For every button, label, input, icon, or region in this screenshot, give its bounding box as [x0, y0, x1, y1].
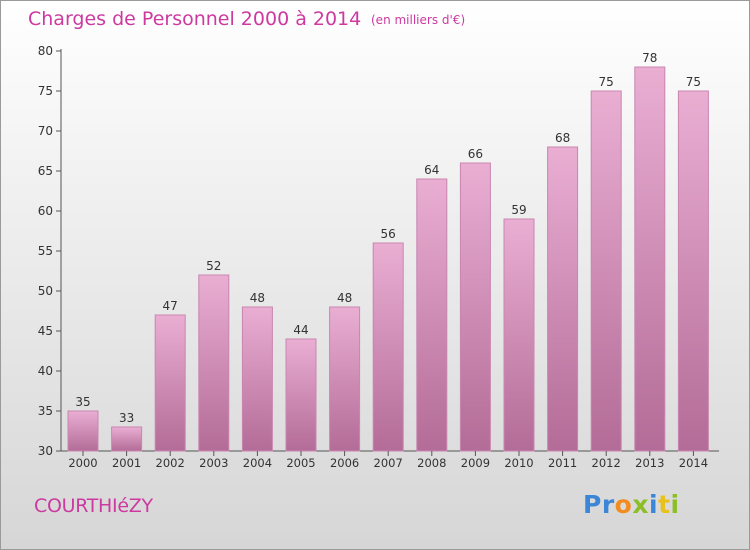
bar [547, 146, 579, 452]
y-tick-label: 75 [38, 84, 53, 98]
x-tick-label: 2010 [504, 456, 533, 470]
logo-letter: r [601, 490, 615, 519]
logo-letter: o [614, 490, 633, 519]
bar-value-label: 33 [119, 411, 134, 425]
logo-letter: x [632, 490, 649, 519]
x-tick-label: 2013 [635, 456, 664, 470]
y-tick-label: 80 [38, 44, 53, 58]
y-tick-label: 50 [38, 284, 53, 298]
bar [329, 306, 361, 452]
bar-value-label: 48 [250, 291, 265, 305]
chart-subtitle: (en milliers d'€) [371, 13, 466, 27]
bar [241, 306, 273, 452]
bar-value-label: 68 [555, 131, 570, 145]
x-tick-label: 2000 [68, 456, 97, 470]
x-tick-label: 2001 [112, 456, 141, 470]
bar [154, 314, 186, 452]
y-tick-label: 45 [38, 324, 53, 338]
bar [459, 162, 491, 452]
bar-value-label: 75 [686, 75, 701, 89]
bar-value-label: 35 [75, 395, 90, 409]
x-tick-label: 2003 [199, 456, 228, 470]
bar-value-label: 48 [337, 291, 352, 305]
bar [198, 274, 230, 452]
bar [372, 242, 404, 452]
bar-value-label: 59 [511, 203, 526, 217]
x-tick-label: 2002 [156, 456, 185, 470]
bar [590, 90, 622, 452]
bar-value-label: 52 [206, 259, 221, 273]
bar-value-label: 64 [424, 163, 439, 177]
x-tick-label: 2011 [548, 456, 577, 470]
bar [634, 66, 666, 452]
bar-value-label: 66 [468, 147, 483, 161]
x-tick-label: 2012 [592, 456, 621, 470]
bar-value-label: 78 [642, 51, 657, 65]
logo-letter: P [583, 490, 602, 519]
y-tick-label: 35 [38, 404, 53, 418]
town-name: COURTHIéZY [34, 495, 153, 517]
bar-value-label: 47 [163, 299, 178, 313]
y-tick-label: 30 [38, 444, 53, 458]
chart-title: Charges de Personnel 2000 à 2014 [28, 8, 362, 30]
y-tick-label: 65 [38, 164, 53, 178]
y-tick-label: 55 [38, 244, 53, 258]
logo-letter: i [670, 490, 680, 519]
x-tick-label: 2004 [243, 456, 272, 470]
x-tick-label: 2008 [417, 456, 446, 470]
y-tick-label: 70 [38, 124, 53, 138]
y-tick-label: 60 [38, 204, 53, 218]
y-tick-label: 40 [38, 364, 53, 378]
x-tick-label: 2006 [330, 456, 359, 470]
bar [285, 338, 317, 452]
bar [111, 426, 143, 452]
bar [503, 218, 535, 452]
proxiti-logo: Proxiti [583, 490, 680, 519]
bar [416, 178, 448, 452]
x-tick-label: 2009 [461, 456, 490, 470]
x-tick-label: 2005 [286, 456, 315, 470]
x-tick-label: 2014 [679, 456, 708, 470]
bar-value-label: 44 [293, 323, 308, 337]
bar-value-label: 75 [599, 75, 614, 89]
bar [677, 90, 709, 452]
logo-letter: t [658, 490, 671, 519]
x-tick-label: 2007 [374, 456, 403, 470]
logo-letter: i [649, 490, 659, 519]
bar-value-label: 56 [381, 227, 396, 241]
bar [67, 410, 99, 452]
